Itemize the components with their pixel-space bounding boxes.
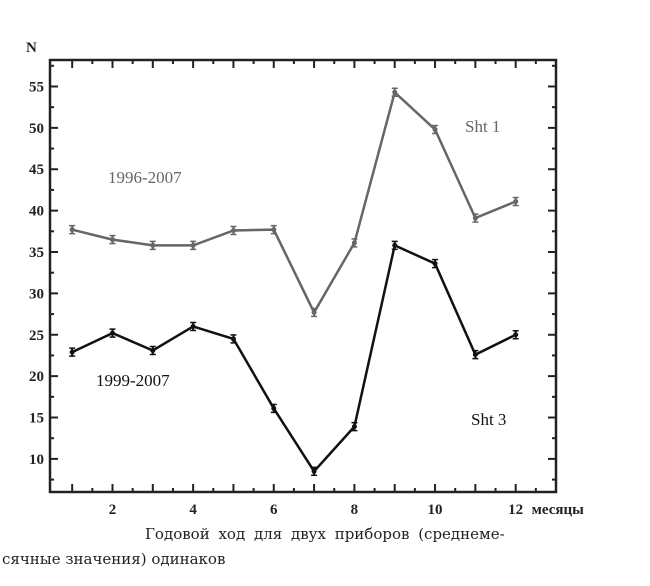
series-line-1 [71,243,517,474]
y-tick-label: 45 [29,162,44,178]
data-point [392,89,398,95]
series-label-sht1: Sht 1 [465,117,500,136]
y-tick-label: 30 [29,286,44,302]
data-point [150,347,156,353]
data-point [432,261,438,267]
x-tick-label: 2 [109,502,117,518]
y-tick-label: 20 [29,369,44,385]
data-point [150,242,156,248]
x-tick-label: 6 [270,502,278,518]
data-point [109,330,115,336]
x-tick-label: 10 [428,502,443,518]
data-point [230,227,236,233]
x-tick-label: 12 [508,502,523,518]
y-tick-label: 40 [29,204,44,220]
caption-line-1: Годовой ход для двух приборов (среднеме- [145,525,505,543]
data-point [230,336,236,342]
period-label-sht1: 1996-2007 [108,168,182,187]
x-axis-label: месяцы [532,502,584,518]
data-point [472,215,478,221]
data-point [69,227,75,233]
y-axis-label: N [26,40,37,56]
data-point [271,227,277,233]
data-point [472,352,478,358]
data-point [513,199,519,205]
data-point [311,468,317,474]
data-point [311,309,317,315]
data-point [392,242,398,248]
x-tick-label: 4 [189,502,197,518]
y-tick-label: 55 [29,79,44,95]
period-label-sht3: 1999-2007 [96,371,170,390]
data-point [351,424,357,430]
data-point [109,237,115,243]
plot-frame [48,58,558,494]
data-point [190,323,196,329]
data-point [351,240,357,246]
series-line-0 [71,89,517,316]
y-tick-label: 50 [29,121,44,137]
data-point [513,332,519,338]
caption-line-2: сячные значения) одинаков [2,550,226,568]
y-tick-label: 35 [29,245,44,261]
data-point [432,127,438,133]
y-tick-label: 25 [29,328,44,344]
x-tick-label: 8 [351,502,359,518]
series-label-sht3: Sht 3 [471,410,506,429]
y-tick-label: 10 [29,452,44,468]
data-point [271,405,277,411]
data-point [190,242,196,248]
y-tick-label: 15 [29,411,44,427]
data-point [69,349,75,355]
